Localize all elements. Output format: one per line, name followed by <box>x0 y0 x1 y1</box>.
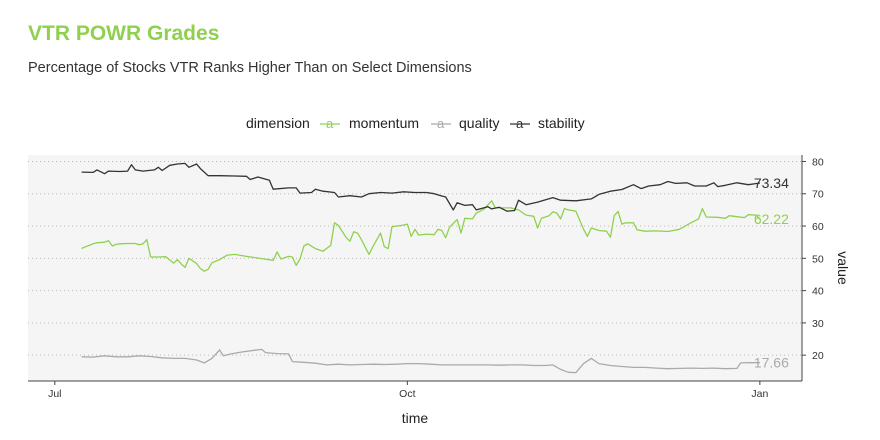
legend-label-momentum: momentum <box>349 115 419 131</box>
chart-subtitle: Percentage of Stocks VTR Ranks Higher Th… <box>28 60 472 76</box>
legend-item-stability: a stability <box>510 115 585 131</box>
legend-title: dimension <box>246 115 310 131</box>
x-axis: Jul Oct Jan <box>48 381 768 400</box>
x-tick-label: Jan <box>751 388 768 400</box>
grid-lines <box>28 160 802 356</box>
end-label-momentum: 62.22 <box>754 211 789 227</box>
legend-key-glyph-quality: a <box>437 116 445 131</box>
series-line-quality <box>81 348 760 374</box>
legend-label-quality: quality <box>459 115 499 131</box>
series-line-momentum <box>81 200 761 272</box>
legend-item-quality: a quality <box>431 115 499 131</box>
y-axis: 20 30 40 50 60 70 80 <box>802 156 824 362</box>
plot-panel <box>28 155 802 381</box>
y-tick-label: 20 <box>812 350 824 362</box>
legend-key-glyph-stability: a <box>516 116 524 131</box>
end-label-quality: 17.66 <box>754 355 789 371</box>
legend-item-momentum: a momentum <box>320 115 419 131</box>
legend-label-stability: stability <box>538 115 585 131</box>
y-tick-label: 40 <box>812 286 824 298</box>
legend-key-glyph-momentum: a <box>326 116 334 131</box>
x-tick-label: Oct <box>399 388 415 400</box>
chart-title: VTR POWR Grades <box>28 22 220 45</box>
series-lines <box>81 162 761 374</box>
series-line-stability <box>81 162 760 212</box>
y-tick-label: 80 <box>812 156 824 168</box>
y-axis-title: value <box>835 251 851 285</box>
x-tick-label: Jul <box>48 388 61 400</box>
y-tick-label: 60 <box>812 221 824 233</box>
y-tick-label: 50 <box>812 253 824 265</box>
end-labels: 62.22 17.66 73.34 <box>754 175 789 371</box>
y-tick-label: 70 <box>812 189 824 201</box>
end-label-stability: 73.34 <box>754 175 789 191</box>
x-axis-title: time <box>402 410 429 426</box>
legend: dimension a momentum a quality a stabili… <box>246 115 585 131</box>
y-tick-label: 30 <box>812 318 824 330</box>
